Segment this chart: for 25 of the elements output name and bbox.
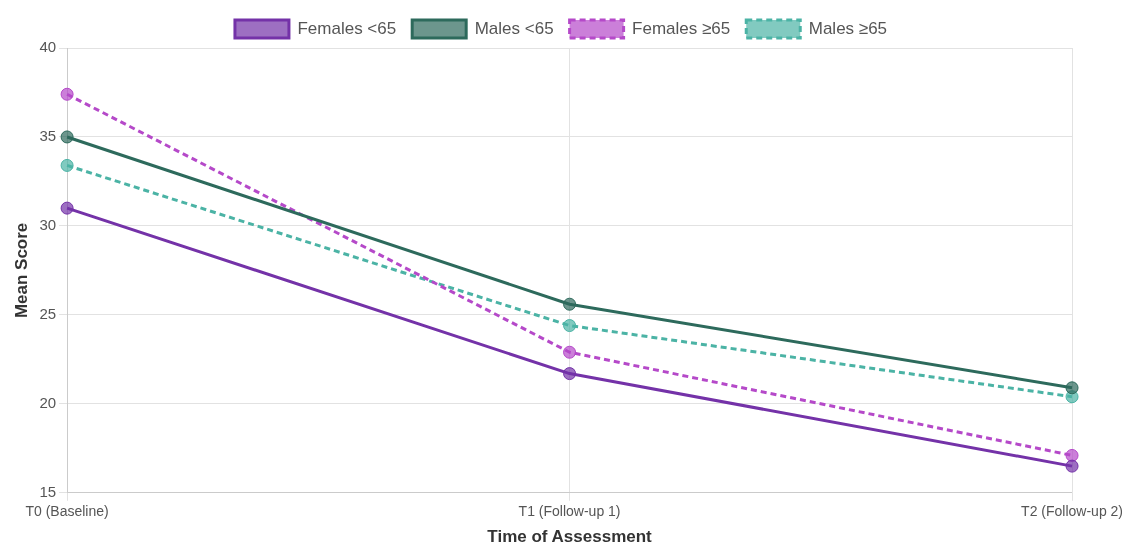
x-tick-label: T2 (Follow-up 2) [1021,503,1123,520]
legend-label: Males ≥65 [808,18,888,38]
y-tick-label: 40 [39,38,57,56]
legend-label: Females ≥65 [632,18,731,38]
point [60,87,74,101]
x-tick-label: T0 (Baseline) [25,503,109,520]
point [563,319,577,333]
point [1065,459,1079,473]
y-tick-label: 15 [39,482,57,500]
y-tick-label: 35 [39,127,57,145]
y-axis-title: Mean Score [11,222,31,319]
point [1065,448,1079,462]
point [563,345,577,359]
legend-label: Males <65 [474,18,554,38]
y-tick-label: 25 [39,305,57,323]
x-tick-label: T1 (Follow-up 1) [518,503,621,520]
y-tick-label: 30 [39,216,57,234]
point [563,297,577,311]
point [60,158,74,172]
legend-label: Females <65 [297,18,397,38]
point [60,201,74,215]
point [1065,381,1079,395]
y-tick-label: 20 [39,393,57,411]
point [563,367,577,381]
x-axis-title: Time of Assessment [487,527,653,547]
